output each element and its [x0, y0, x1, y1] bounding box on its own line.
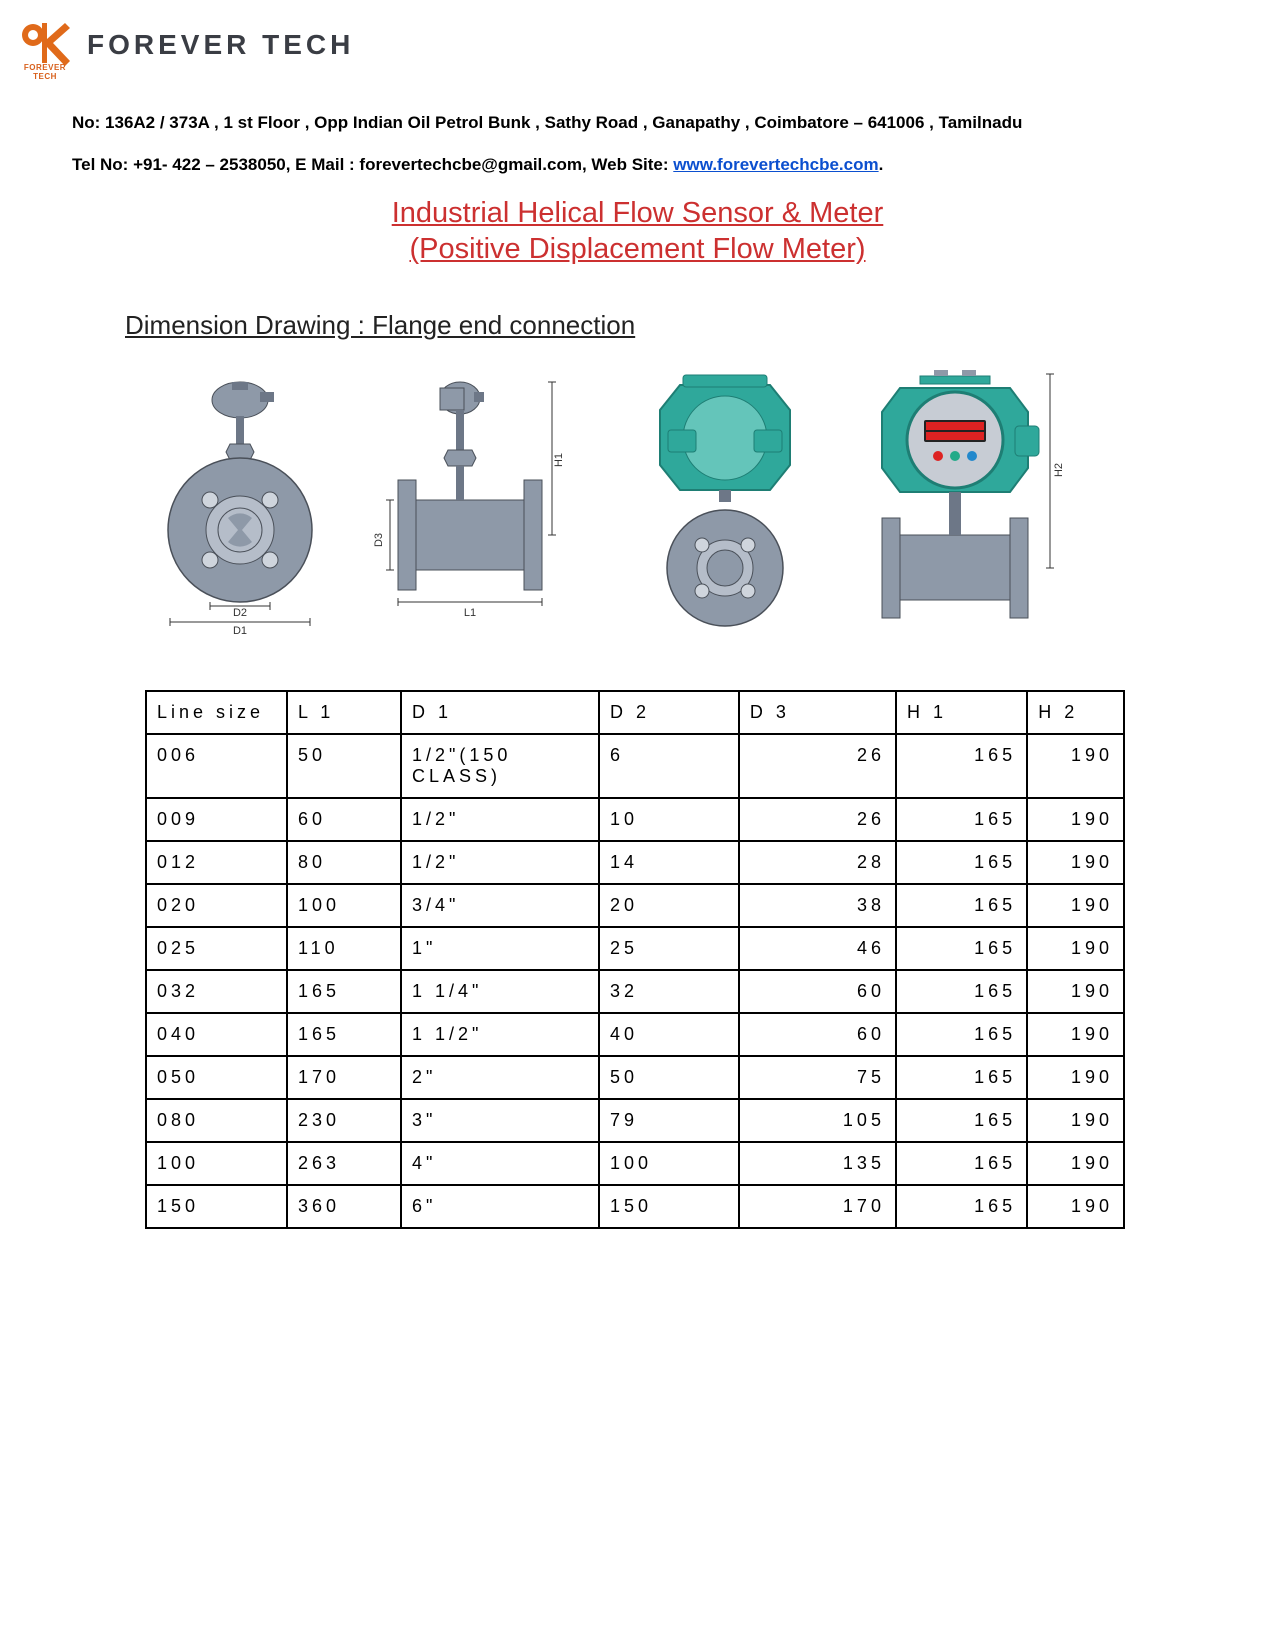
title-line-1: Industrial Helical Flow Sensor & Meter — [0, 195, 1275, 231]
table-row: 0501702"5075165190 — [146, 1056, 1124, 1099]
table-row: 0802303"79105165190 — [146, 1099, 1124, 1142]
table-row: 012801/2"1428165190 — [146, 841, 1124, 884]
website-link[interactable]: www.forevertechcbe.com — [673, 155, 878, 174]
col-line-size: Line size — [146, 691, 287, 734]
col-d2: D 2 — [599, 691, 739, 734]
dim-h2-label: H2 — [1053, 463, 1065, 477]
table-row: 0251101"2546165190 — [146, 927, 1124, 970]
company-address: No: 136A2 / 373A , 1 st Floor , Opp Indi… — [72, 113, 1022, 133]
dimension-diagram: D2 D1 — [150, 370, 1130, 640]
company-contact: Tel No: +91- 422 – 2538050, E Mail : for… — [72, 155, 883, 175]
document-title: Industrial Helical Flow Sensor & Meter (… — [0, 195, 1275, 268]
table-body: 006501/2"(150 CLASS)626165190 009601/2"1… — [146, 734, 1124, 1228]
header-logo-area: FOREVER TECH FOREVER TECH — [15, 15, 354, 75]
dim-d3-label: D3 — [373, 533, 385, 547]
dim-d1-label: D1 — [233, 625, 247, 637]
table-row: 009601/2"1026165190 — [146, 798, 1124, 841]
dim-l1-label: L1 — [464, 607, 476, 619]
col-l1: L 1 — [287, 691, 401, 734]
company-logo: FOREVER TECH — [15, 15, 75, 75]
table-row: 0401651 1/2"4060165190 — [146, 1013, 1124, 1056]
title-line-2: (Positive Displacement Flow Meter) — [0, 231, 1275, 267]
page: FOREVER TECH FOREVER TECH No: 136A2 / 37… — [0, 0, 1275, 1650]
col-h2: H 2 — [1027, 691, 1124, 734]
dim-h1-label: H1 — [553, 453, 565, 467]
col-d1: D 1 — [401, 691, 599, 734]
dimensions-table: Line size L 1 D 1 D 2 D 3 H 1 H 2 006501… — [145, 690, 1125, 1229]
table-row: 0321651 1/4"3260165190 — [146, 970, 1124, 1013]
dim-d2-label: D2 — [233, 607, 247, 619]
table-header-row: Line size L 1 D 1 D 2 D 3 H 1 H 2 — [146, 691, 1124, 734]
section-heading: Dimension Drawing : Flange end connectio… — [125, 310, 635, 341]
logo-caption: FOREVER TECH — [15, 63, 75, 81]
contact-trailing: . — [879, 155, 884, 174]
table-row: 1503606"150170165190 — [146, 1185, 1124, 1228]
table-row: 1002634"100135165190 — [146, 1142, 1124, 1185]
col-d3: D 3 — [739, 691, 896, 734]
contact-text: Tel No: +91- 422 – 2538050, E Mail : for… — [72, 155, 673, 174]
table-row: 0201003/4"2038165190 — [146, 884, 1124, 927]
table-row: 006501/2"(150 CLASS)626165190 — [146, 734, 1124, 798]
company-name: FOREVER TECH — [87, 29, 354, 61]
col-h1: H 1 — [896, 691, 1027, 734]
